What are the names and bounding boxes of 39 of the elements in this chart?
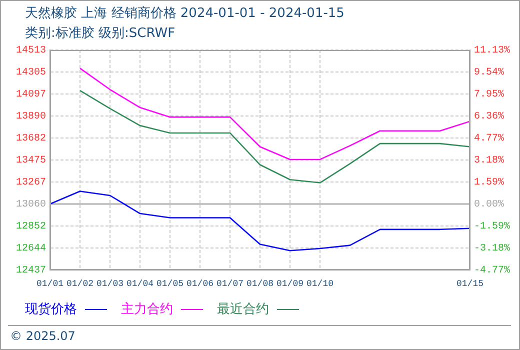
x-tick-label: 01/01 (36, 278, 64, 289)
legend-label: 现货价格 (25, 301, 78, 318)
y-tick-label: 13682 (16, 134, 46, 145)
chart-title: 天然橡胶 上海 经销商价格 2024-01-01 - 2024-01-15 (25, 5, 344, 22)
x-tick-label: 01/07 (216, 278, 244, 289)
x-tick-label: 01/04 (126, 278, 154, 289)
y2-tick-label: 11.13% (474, 46, 510, 57)
y2-tick-label: -4.77% (474, 266, 510, 277)
y-tick-label: 13267 (16, 178, 46, 189)
x-tick-label: 01/15 (456, 278, 484, 289)
y-tick-label: 12437 (16, 266, 46, 277)
x-tick-label: 01/10 (306, 278, 334, 289)
legend-label: 主力合约 (121, 301, 174, 318)
y-tick-label: 13060 (16, 200, 46, 211)
y2-tick-label: 9.54% (474, 68, 504, 79)
y-tick-label: 14305 (16, 68, 46, 79)
x-tick-label: 01/09 (276, 278, 304, 289)
y2-tick-label: 3.18% (474, 156, 504, 167)
y2-tick-label: 0.00% (474, 200, 504, 211)
y2-tick-label: 1.59% (474, 178, 504, 189)
y2-tick-label: -3.18% (474, 244, 510, 255)
y-tick-label: 12644 (16, 244, 46, 255)
y-tick-label: 13890 (16, 112, 46, 123)
text: © 2025.07 (10, 329, 76, 343)
y2-tick-label: -1.59% (474, 222, 510, 233)
y-tick-label: 13475 (16, 156, 46, 167)
y2-tick-label: 6.36% (474, 112, 504, 123)
y-tick-label: 14513 (16, 46, 46, 57)
y-tick-label: 14097 (16, 90, 46, 101)
x-tick-label: 01/08 (246, 278, 274, 289)
x-tick-label: 01/05 (156, 278, 184, 289)
y2-tick-label: 7.95% (474, 90, 504, 101)
y-tick-label: 12852 (16, 222, 46, 233)
x-tick-label: 01/06 (186, 278, 214, 289)
legend-label: 最近合约 (217, 301, 270, 318)
y2-tick-label: 4.77% (474, 134, 504, 145)
x-tick-label: 01/02 (66, 278, 94, 289)
x-tick-label: 01/03 (96, 278, 124, 289)
chart-subtitle: 类别:标准胶 级别:SCRWF (25, 25, 176, 42)
